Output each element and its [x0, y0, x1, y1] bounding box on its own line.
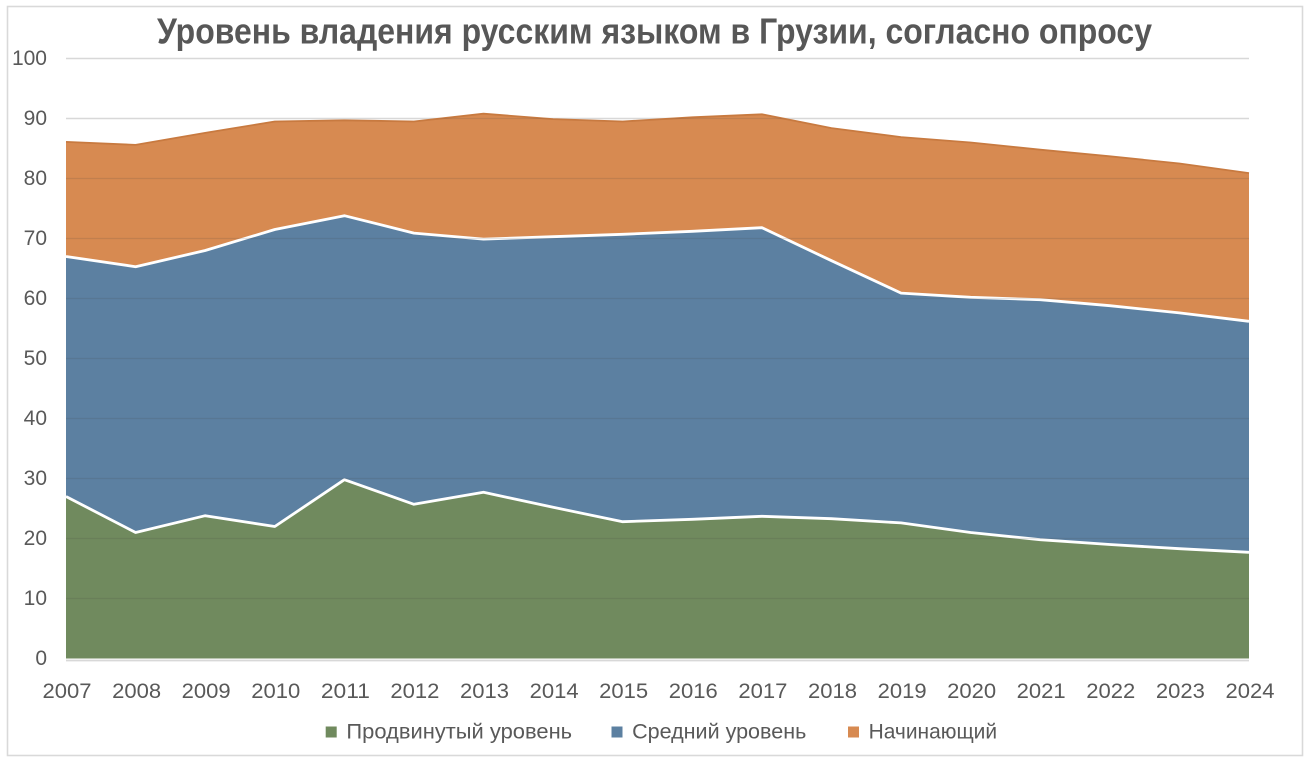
svg-text:2023: 2023 — [1156, 680, 1205, 703]
svg-text:80: 80 — [24, 167, 47, 190]
svg-text:2009: 2009 — [182, 680, 231, 703]
svg-text:20: 20 — [24, 527, 47, 550]
svg-text:2021: 2021 — [1017, 680, 1066, 703]
svg-text:70: 70 — [24, 227, 47, 250]
svg-text:40: 40 — [24, 407, 47, 430]
svg-text:2010: 2010 — [251, 680, 300, 703]
svg-text:2014: 2014 — [530, 680, 579, 703]
svg-text:0: 0 — [35, 647, 47, 670]
svg-text:2018: 2018 — [808, 680, 857, 703]
svg-text:2007: 2007 — [43, 680, 92, 703]
svg-text:2024: 2024 — [1226, 680, 1275, 703]
svg-text:2019: 2019 — [878, 680, 927, 703]
svg-text:Продвинутый уровень: Продвинутый уровень — [346, 721, 572, 744]
svg-text:2022: 2022 — [1086, 680, 1135, 703]
svg-text:2020: 2020 — [947, 680, 996, 703]
svg-text:Начинающий: Начинающий — [869, 721, 998, 744]
svg-text:2011: 2011 — [321, 680, 370, 703]
svg-text:2016: 2016 — [669, 680, 718, 703]
svg-text:50: 50 — [24, 347, 47, 370]
svg-text:90: 90 — [24, 107, 47, 130]
svg-text:2013: 2013 — [460, 680, 509, 703]
svg-text:2017: 2017 — [738, 680, 787, 703]
svg-text:2008: 2008 — [112, 680, 161, 703]
svg-text:2012: 2012 — [390, 680, 439, 703]
svg-text:2015: 2015 — [599, 680, 648, 703]
svg-text:Уровень владения русским языко: Уровень владения русским языком в Грузии… — [157, 11, 1152, 52]
svg-text:10: 10 — [24, 587, 47, 610]
svg-text:100: 100 — [12, 47, 47, 70]
svg-text:30: 30 — [24, 467, 47, 490]
svg-text:60: 60 — [24, 287, 47, 310]
svg-text:Средний уровень: Средний уровень — [632, 721, 806, 744]
